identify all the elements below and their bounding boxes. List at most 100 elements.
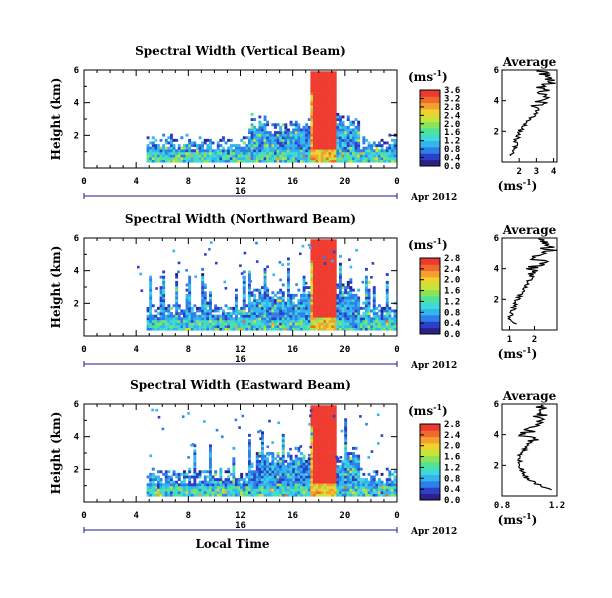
heatmap-cell: [248, 480, 251, 484]
heatmap-cell: [315, 81, 319, 85]
heatmap-cell: [380, 483, 384, 487]
heatmap-cell: [263, 159, 267, 163]
colorbar-segment: [420, 289, 440, 297]
avg-unit-close: ): [532, 347, 538, 361]
heatmap-cell: [167, 157, 171, 160]
heatmap-cell: [268, 325, 272, 328]
heatmap-cell: [372, 144, 376, 147]
heatmap-cell: [318, 133, 322, 137]
average-title: Average: [502, 55, 557, 69]
heatmap-cell: [261, 138, 264, 142]
heatmap-cell: [276, 465, 280, 468]
heatmap-cell: [333, 138, 337, 142]
heatmap-cell: [385, 157, 389, 160]
heatmap-cell: [271, 465, 275, 468]
heatmap-cell: [164, 483, 168, 487]
heatmap-cell: [281, 141, 285, 145]
heatmap-cell: [305, 144, 309, 147]
heatmap-cell: [320, 86, 324, 90]
heatmap-cell: [310, 283, 314, 287]
heatmap-cell: [300, 138, 303, 142]
heatmap-cell: [253, 154, 257, 158]
heatmap-cell: [219, 327, 223, 331]
heatmap-cell: [258, 133, 262, 137]
heatmap-cell: [333, 325, 337, 328]
heatmap-cell: [185, 483, 189, 487]
heatmap-cell: [336, 317, 340, 321]
heatmap-cell: [352, 480, 355, 484]
heatmap-cell: [232, 462, 236, 466]
heatmap-cell: [188, 470, 192, 474]
heatmap-cell: [177, 144, 181, 147]
heatmap-cell: [302, 131, 306, 134]
heatmap-cell: [289, 312, 293, 315]
heatmap-cell: [362, 319, 366, 323]
heatmap-cell: [300, 327, 303, 331]
heatmap-cell: [162, 317, 166, 321]
heatmap-cell: [333, 118, 337, 121]
heatmap-cell: [333, 107, 337, 111]
heatmap-cell: [258, 293, 262, 297]
heatmap-cell: [294, 319, 298, 323]
heatmap-cell: [305, 128, 309, 132]
heatmap-cell: [318, 76, 322, 80]
heatmap-cell: [203, 483, 207, 487]
heatmap-cell: [274, 293, 277, 297]
heatmap-cell: [326, 413, 329, 416]
heatmap-cell: [388, 470, 392, 474]
heatmap-cell: [201, 159, 205, 163]
heatmap-cell: [323, 112, 327, 116]
heatmap-cell: [222, 325, 225, 328]
heatmap-cell: [333, 314, 337, 318]
heatmap-cell: [177, 472, 181, 476]
heatmap-cell: [339, 157, 342, 160]
heatmap-cell: [261, 467, 264, 471]
heatmap-cell: [177, 483, 181, 487]
heatmap-cell: [315, 252, 319, 256]
heatmap-cell: [336, 485, 340, 489]
heatmap-cell: [318, 99, 322, 103]
heatmap-cell: [302, 312, 306, 315]
heatmap-cell: [318, 138, 322, 142]
heatmap-cell: [328, 444, 332, 448]
heatmap-cell: [341, 314, 345, 318]
heatmap-cell: [190, 306, 194, 310]
heatmap-cell: [266, 475, 270, 479]
heatmap-cell: [203, 138, 207, 142]
heatmap-cell: [188, 141, 192, 145]
heatmap-cell: [385, 151, 389, 155]
heatmap-cell: [149, 151, 153, 155]
heatmap-cell: [276, 467, 280, 471]
heatmap-cell: [227, 488, 231, 492]
heatmap-cell: [185, 472, 189, 476]
heatmap-cell: [211, 493, 215, 497]
heatmap-cell: [162, 157, 166, 160]
heatmap-cell: [391, 322, 394, 326]
heatmap-cell: [209, 317, 212, 321]
heatmap-cell: [313, 472, 316, 476]
heatmap-cell: [302, 304, 306, 308]
heatmap-cell: [224, 478, 228, 481]
heatmap-cell: [328, 146, 332, 150]
heatmap-cell: [323, 123, 327, 127]
heatmap-cell: [383, 157, 387, 160]
heatmap-cell: [287, 283, 290, 287]
heatmap-cell: [190, 491, 194, 494]
heatmap-cell: [258, 491, 262, 494]
heatmap-cell: [320, 439, 324, 442]
heatmap-cell: [331, 322, 335, 326]
heatmap-cell: [261, 485, 264, 489]
heatmap-cell: [261, 475, 264, 479]
heatmap-cell: [292, 475, 296, 479]
heatmap-cell: [162, 151, 166, 155]
heatmap-cell: [287, 159, 290, 163]
heatmap-cell: [180, 312, 184, 315]
heatmap-cell: [331, 467, 335, 471]
heatmap-cell: [292, 123, 296, 127]
heatmap-cell: [175, 293, 179, 297]
heatmap-cell: [279, 478, 283, 481]
heatmap-cell: [318, 102, 322, 106]
heatmap-cell: [344, 306, 348, 310]
heatmap-cell: [349, 493, 353, 497]
heatmap-cell: [276, 452, 280, 455]
